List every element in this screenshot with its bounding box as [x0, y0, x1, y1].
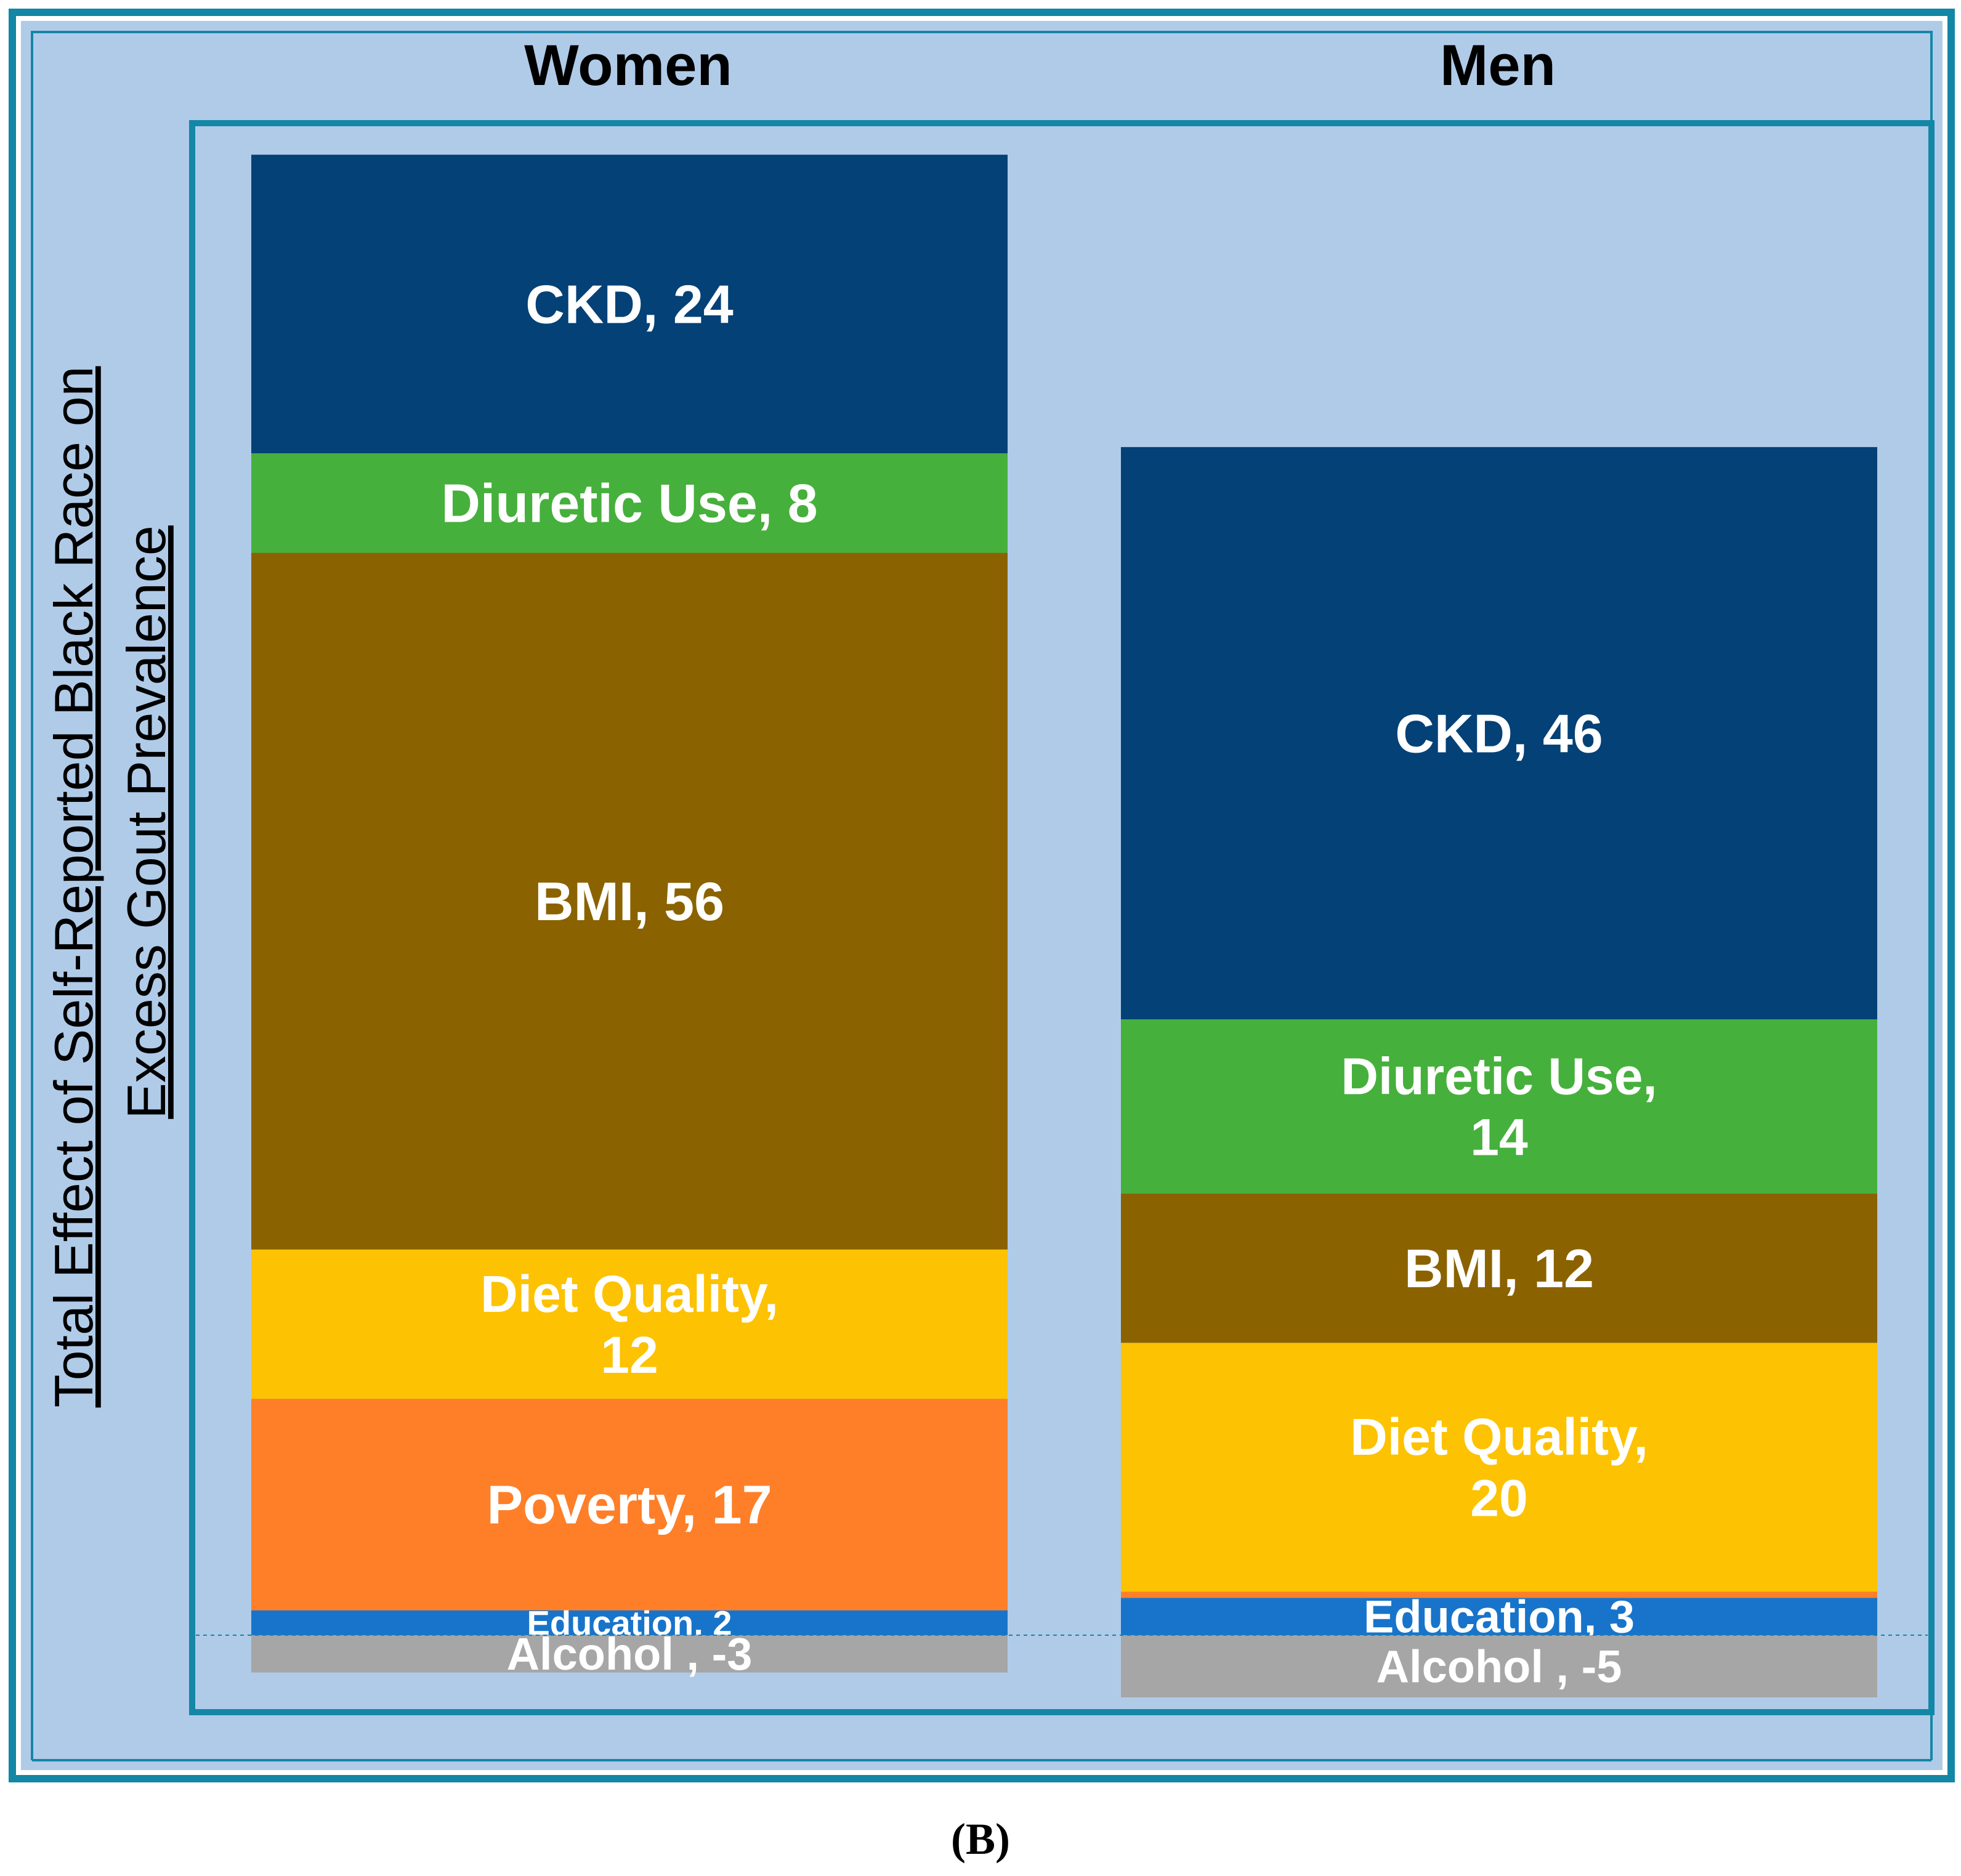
plot-area-frame	[189, 120, 1935, 1715]
panel-title-men: Men	[1440, 33, 1556, 97]
data-label-alcohol-men: Alcohol , -5	[1377, 1641, 1622, 1692]
y-axis-label-line2: Excess Gout Prevalence	[116, 525, 177, 1119]
figure-caption: (B)	[951, 1814, 1010, 1864]
bar-segment-education-men	[1121, 1598, 1877, 1635]
bar-segment-alcohol-men	[1121, 1635, 1877, 1697]
bar-segment-diuretic-use-men	[1121, 1019, 1877, 1194]
bar-segment-poverty-women	[251, 1399, 1008, 1611]
data-label-diuretic-use-men: Diuretic Use,	[1341, 1047, 1657, 1105]
data-label-ckd-men: CKD, 46	[1395, 703, 1603, 764]
bar-segment-diet-quality-men	[1121, 1343, 1877, 1592]
data-label-diet-quality-men: 20	[1470, 1469, 1527, 1527]
bar-segment-poverty-men	[1121, 1591, 1877, 1598]
bar-segment-diuretic-use-women	[251, 453, 1008, 553]
data-label-diet-quality-men: Diet Quality,	[1350, 1408, 1648, 1466]
data-label-ckd-women: CKD, 24	[525, 273, 733, 334]
data-label-poverty-women: Poverty, 17	[487, 1474, 772, 1535]
bar-segment-bmi-men	[1121, 1193, 1877, 1343]
bar-segment-ckd-women	[251, 155, 1008, 453]
bar-segment-bmi-women	[251, 552, 1008, 1250]
bar-segment-ckd-men	[1121, 447, 1877, 1020]
data-label-alcohol-women: Alcohol , -3	[507, 1628, 753, 1680]
data-label-education-men: Education, 3	[1364, 1591, 1635, 1643]
data-label-diet-quality-women: Diet Quality,	[480, 1265, 778, 1323]
data-label-diuretic-use-men: 14	[1470, 1108, 1528, 1166]
panel-title-women: Women	[524, 33, 732, 97]
data-label-bmi-women: BMI, 56	[535, 871, 724, 932]
bar-segment-education-women	[251, 1610, 1008, 1635]
data-label-diuretic-use-women: Diuretic Use, 8	[441, 473, 817, 534]
bar-segment-alcohol-women	[251, 1635, 1008, 1673]
header-strip-line	[32, 31, 1933, 33]
bar-segment-diet-quality-women	[251, 1249, 1008, 1399]
data-label-bmi-men: BMI, 12	[1404, 1238, 1594, 1299]
y-axis-label-line1: Total Effect of Self-Reported Black Race…	[43, 366, 104, 1408]
data-label-diet-quality-women: 12	[600, 1326, 658, 1384]
